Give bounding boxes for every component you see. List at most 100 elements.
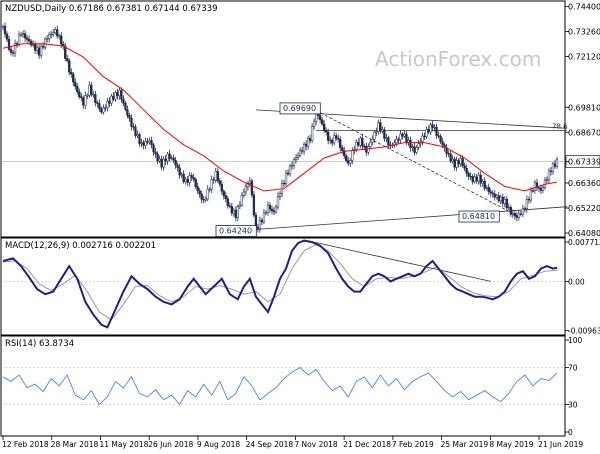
candle-body <box>507 206 510 209</box>
x-tick-label: 25 Mar 2019 <box>441 440 489 449</box>
candle-body <box>361 137 364 147</box>
candle-body <box>517 213 521 218</box>
watermark: ActionForex.com <box>375 47 541 71</box>
candle-body <box>381 129 384 132</box>
candle-body <box>198 190 201 195</box>
candle-body <box>188 175 191 183</box>
candle-body <box>331 139 334 144</box>
candle-body <box>377 122 380 132</box>
candle-body <box>511 213 514 215</box>
candle-body <box>347 160 350 164</box>
candle-body <box>206 188 209 200</box>
candle-body <box>17 34 21 45</box>
candle-body <box>308 138 312 142</box>
candle-body <box>76 86 79 92</box>
candle-body <box>280 182 284 194</box>
price-y-tick-label: 0.67339 <box>568 158 600 167</box>
candle-body <box>92 94 95 96</box>
candle-body <box>539 188 543 191</box>
candle-body <box>3 25 7 35</box>
candle-body <box>228 205 231 207</box>
candle-body <box>110 95 113 104</box>
macd-trendline <box>314 241 491 282</box>
rsi-series-line <box>2 367 558 406</box>
candle-body <box>220 183 223 192</box>
candle-body <box>318 115 322 120</box>
candle-body <box>100 108 103 113</box>
rsi-panel-frame <box>0 335 566 437</box>
candle-body <box>256 226 260 230</box>
candle-body <box>232 209 235 214</box>
candle-body <box>461 158 464 167</box>
candle-body <box>499 196 502 202</box>
candle-body <box>140 142 143 144</box>
candle-body <box>471 176 474 183</box>
candle-body <box>306 138 310 147</box>
candle-body <box>284 172 288 184</box>
candle-body <box>88 84 91 96</box>
price-annotation-label: 0.64240 <box>219 227 252 236</box>
candle-body <box>78 91 81 98</box>
price-annotation-box <box>458 210 500 223</box>
candle-body <box>300 150 304 152</box>
candle-body <box>122 98 125 104</box>
x-tick-label: 9 Aug 2018 <box>197 440 240 449</box>
candle-body <box>272 210 276 213</box>
candle-body <box>154 151 157 155</box>
price-y-tick-label: 0.68670 <box>568 128 600 137</box>
rsi-y-tick-label: 0 <box>568 428 573 437</box>
macd-series-line <box>2 239 558 329</box>
candle-body <box>367 146 370 153</box>
candle-body <box>521 208 525 215</box>
candle-body <box>218 180 221 185</box>
candle-body <box>495 195 498 198</box>
price-annotation-box <box>215 225 257 237</box>
candle-body <box>104 107 107 109</box>
candle-body <box>535 182 539 188</box>
candle-body <box>252 194 256 216</box>
candle-body <box>172 157 175 161</box>
candle-body <box>469 175 472 178</box>
macd-y-tick-label: 0.007712 <box>568 238 600 247</box>
candle-body <box>294 157 298 160</box>
candle-body <box>549 170 553 172</box>
candle-body <box>401 133 404 137</box>
candle-body <box>513 213 516 217</box>
macd-series <box>1 239 565 329</box>
candle-body <box>475 176 478 182</box>
price-y-tick-label: 0.69810 <box>568 103 600 112</box>
candle-body <box>7 38 11 50</box>
candle-body <box>264 212 268 214</box>
candle-body <box>523 208 527 210</box>
candle-body <box>66 58 69 61</box>
candle-body <box>166 153 169 162</box>
candle-body <box>5 33 9 40</box>
candle-body <box>108 100 111 104</box>
candle-body <box>118 90 121 97</box>
candle-body <box>114 92 117 100</box>
candle-body <box>321 119 324 125</box>
candle-body <box>186 179 189 183</box>
candle-body <box>274 206 278 213</box>
candle-body <box>194 178 197 187</box>
candle-body <box>35 47 39 51</box>
candle-body <box>298 150 302 156</box>
candle-body <box>473 176 476 183</box>
candle-body <box>551 163 555 172</box>
rsi-y-tick-label: 30 <box>568 400 578 409</box>
candle-body <box>323 123 326 131</box>
candle-body <box>132 126 135 128</box>
candle-body <box>509 206 512 215</box>
candle-body <box>487 187 490 192</box>
candle-body <box>355 141 358 150</box>
candle-body <box>190 175 193 178</box>
price-annotation-label: 0.69690 <box>283 104 316 113</box>
candle-body <box>397 139 400 141</box>
candle-body <box>150 140 153 146</box>
candle-body <box>325 130 328 133</box>
macd-y-tick-label: -0.009632 <box>568 327 600 336</box>
candle-body <box>64 45 67 59</box>
candle-body <box>439 136 442 142</box>
candle-body <box>130 117 133 127</box>
